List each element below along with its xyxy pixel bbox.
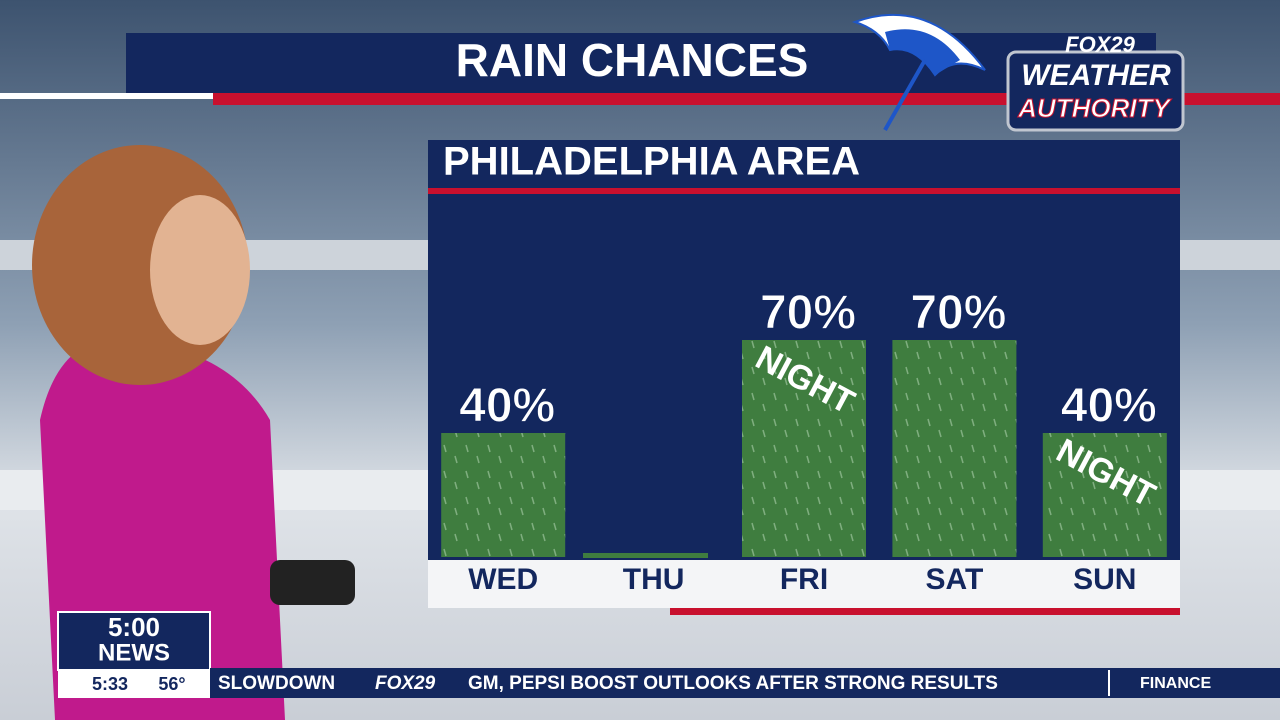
stripe	[670, 608, 1180, 615]
data-label: 40%	[1061, 380, 1157, 433]
x-tick-label: SAT	[926, 563, 984, 596]
chart-header	[428, 140, 1180, 190]
x-tick-label: THU	[623, 563, 685, 596]
clock-box	[58, 670, 210, 698]
data-label: 70%	[910, 287, 1006, 340]
logo-line: AUTHORITY	[1017, 93, 1172, 123]
logo: FOX29 WEATHER AUTHORITY	[1006, 32, 1185, 132]
time-slot: 5:00	[108, 612, 160, 642]
stripe	[428, 188, 1180, 194]
program-box	[57, 611, 211, 671]
ticker-bar	[210, 668, 1280, 698]
x-tick-label: WED	[468, 563, 538, 596]
chart-title: PHILADELPHIA AREA	[443, 140, 860, 184]
x-tick-label: SUN	[1073, 563, 1136, 596]
x-tick-label: FRI	[780, 563, 828, 596]
logo-network: FOX29	[1065, 32, 1135, 57]
rain-texture	[742, 340, 866, 557]
clock: 5:33	[92, 674, 128, 694]
category-strip	[428, 560, 1180, 608]
logo-line: WEATHER	[1021, 59, 1171, 92]
rain-texture	[441, 433, 566, 557]
data-label: 40%	[459, 380, 555, 433]
temperature: 56°	[158, 674, 185, 694]
rain-texture	[1042, 433, 1167, 557]
stripe	[0, 93, 213, 99]
ticker-item: FOX29	[375, 673, 436, 694]
rain-texture	[892, 340, 1017, 557]
umbrella-icon	[851, 13, 986, 131]
program: NEWS	[98, 639, 170, 666]
ticker-section: FINANCE	[1140, 675, 1211, 692]
ticker-item: GM, PEPSI BOOST OUTLOOKS AFTER STRONG RE…	[468, 673, 998, 694]
data-label: 70%	[760, 287, 856, 340]
title-bar	[126, 33, 1156, 93]
separator	[1108, 670, 1110, 696]
baseline-strip	[583, 553, 708, 558]
ticker-item: SLOWDOWN	[218, 673, 335, 694]
title: RAIN CHANCES	[456, 34, 809, 86]
